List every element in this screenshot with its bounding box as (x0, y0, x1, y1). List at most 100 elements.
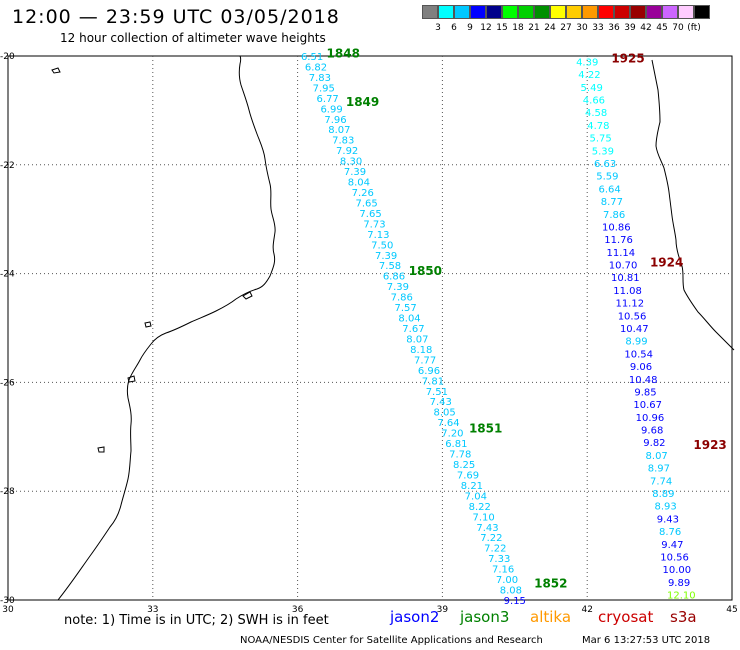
swh-value-cryosat: 12.10 (667, 591, 696, 602)
axis-tick-labels: 30 33 36 39 42 45 -20 -22 -24 -26 -28 -30 (0, 52, 738, 615)
swh-value-cryosat: 10.67 (633, 400, 662, 411)
swh-value-jason3: 9.15 (504, 596, 526, 607)
swh-value-jason3: 7.65 (359, 209, 381, 220)
swh-value-cryosat: 10.47 (620, 324, 649, 335)
swh-value-cryosat: 10.54 (624, 349, 653, 360)
legend-label: 24 (544, 23, 556, 33)
legend-swatch (534, 5, 550, 19)
swh-value-jason3: 7.81 (422, 376, 444, 387)
swh-value-cryosat: 11.14 (606, 248, 635, 259)
lat-tick-label: -28 (0, 487, 15, 497)
swh-value-cryosat: 8.07 (646, 451, 668, 462)
swh-value-cryosat: 8.99 (625, 337, 647, 348)
coast-island (242, 291, 253, 300)
swh-value-cryosat: 11.76 (604, 235, 633, 246)
legend-swatch (614, 5, 630, 19)
swh-value-jason3: 7.43 (476, 523, 498, 534)
swh-value-jason3: 7.26 (352, 188, 374, 199)
pass-time-label: 1924 (650, 256, 683, 270)
swh-value-jason3: 7.83 (309, 73, 331, 84)
swh-value-jason3: 7.96 (324, 115, 346, 126)
swh-value-jason3: 7.43 (430, 397, 452, 408)
track-time-labels: 1848 1849 1850 1851 1852 1925 1924 1923 (327, 46, 727, 590)
swh-value-jason3: 6.81 (445, 439, 467, 450)
swh-value-cryosat: 7.86 (603, 210, 625, 221)
swh-value-cryosat: 9.82 (643, 438, 665, 449)
swh-value-jason3: 6.96 (418, 366, 440, 377)
coast-island (127, 375, 136, 383)
legend-label: 9 (467, 23, 473, 33)
swh-value-jason3: 7.16 (492, 565, 514, 576)
legend-label: 27 (560, 23, 572, 33)
pass-time-label: 1925 (611, 52, 644, 66)
swh-value-cryosat: 11.12 (615, 299, 644, 310)
satellite-label-cryosat: cryosat (598, 608, 654, 626)
legend-swatch (694, 5, 710, 19)
swh-value-cryosat: 10.81 (611, 273, 640, 284)
lon-tick-label: 45 (726, 605, 737, 615)
swh-value-jason3: 7.20 (441, 429, 463, 440)
legend-swatch (630, 5, 646, 19)
legend-swatch (486, 5, 502, 19)
swh-value-jason3: 7.22 (480, 533, 502, 544)
lon-tick-label: 39 (437, 605, 449, 615)
legend-label: 12 (480, 23, 492, 33)
legend-label: 33 (592, 23, 604, 33)
swh-value-jason3: 7.33 (488, 554, 510, 565)
swh-value-cryosat: 9.89 (668, 578, 690, 589)
pass-time-label: 1849 (346, 95, 379, 109)
swh-value-cryosat: 11.08 (613, 286, 642, 297)
swh-value-jason3: 7.04 (465, 491, 487, 502)
lon-tick-label: 33 (147, 605, 158, 615)
swh-value-jason3: 7.92 (336, 146, 358, 157)
legend-label: 42 (640, 23, 652, 33)
swh-value-jason3: 8.05 (433, 408, 455, 419)
satellite-label-s3a: s3a (670, 608, 697, 626)
swh-value-jason3: 8.30 (340, 157, 362, 168)
pass-time-label: 1923 (693, 438, 726, 452)
legend-swatch (598, 5, 614, 19)
swh-value-cryosat: 8.97 (648, 464, 670, 475)
swh-value-jason3: 8.22 (469, 502, 491, 513)
lat-tick-label: -24 (0, 270, 15, 280)
swh-value-cryosat: 8.93 (655, 502, 677, 513)
legend-swatch (566, 5, 582, 19)
madagascar-coastline (651, 59, 735, 351)
map-frame (7, 55, 733, 601)
legend-swatch (582, 5, 598, 19)
swh-value-cryosat: 4.58 (585, 108, 607, 119)
swh-value-jason3: 7.65 (356, 198, 378, 209)
swh-value-cryosat: 10.48 (629, 375, 658, 386)
legend-label: 45 (656, 23, 668, 33)
swh-value-cryosat: 9.68 (641, 426, 663, 437)
legend-unit: (ft) (687, 23, 701, 33)
coast-island (97, 446, 105, 453)
swh-value-cryosat: 5.75 (590, 134, 612, 145)
swh-value-jason3: 7.57 (395, 303, 417, 314)
swh-value-cryosat: 8.89 (652, 489, 674, 500)
swh-value-jason3: 6.99 (320, 104, 342, 115)
legend-swatch (454, 5, 470, 19)
legend-swatch (422, 5, 438, 19)
swh-value-cryosat: 8.77 (601, 197, 623, 208)
swh-value-cryosat: 4.66 (583, 96, 605, 107)
swh-value-jason3: 7.39 (375, 251, 397, 262)
swh-value-cryosat: 10.56 (660, 552, 689, 563)
swh-value-jason3: 7.51 (426, 387, 448, 398)
legend-label: 30 (576, 23, 588, 33)
swh-value-jason3: 7.67 (402, 324, 424, 335)
legend-label: 6 (451, 23, 457, 33)
legend-label: 39 (624, 23, 636, 33)
swh-value-jason3: 7.83 (332, 136, 354, 147)
swh-value-jason3: 7.58 (379, 261, 401, 272)
legend-swatch (438, 5, 454, 19)
coast-island (144, 321, 152, 328)
legend-label: 70 (672, 23, 684, 33)
lon-tick-label: 30 (2, 605, 14, 615)
legend-swatch (550, 5, 566, 19)
legend-label: 15 (496, 23, 508, 33)
africa-coastline (57, 55, 276, 601)
pass-time-label: 1850 (409, 264, 442, 278)
swh-value-cryosat: 7.74 (650, 476, 672, 487)
legend-swatch (646, 5, 662, 19)
